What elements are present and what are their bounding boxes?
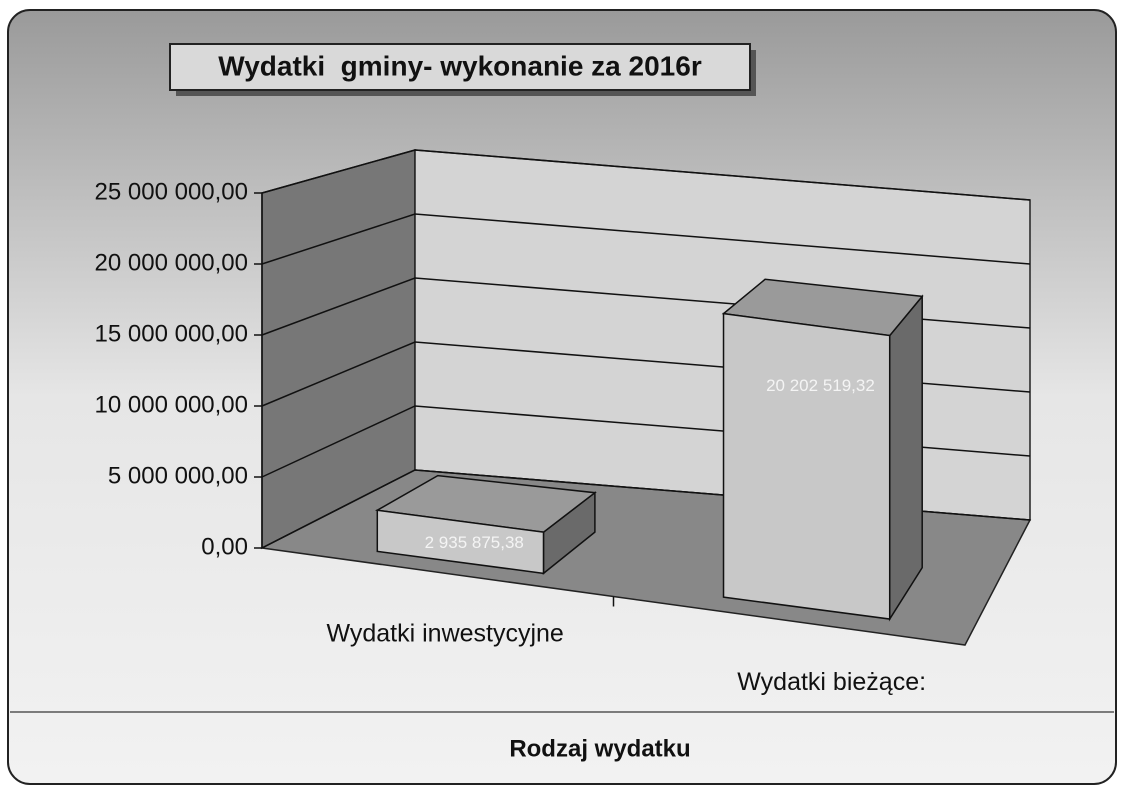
grid-line xyxy=(261,149,1031,201)
y-tick-label: 0,00 xyxy=(201,533,248,560)
y-tick-label: 15 000 000,00 xyxy=(95,320,248,347)
x-axis-title: Rodzaj wydatku xyxy=(509,735,690,762)
y-tick-label: 10 000 000,00 xyxy=(95,391,248,418)
value-label: 2 935 875,38 xyxy=(425,533,524,552)
bar xyxy=(376,509,545,575)
y-tick-label: 5 000 000,00 xyxy=(108,462,248,489)
y-tick-label: 20 000 000,00 xyxy=(95,249,248,276)
x-tick-label: Wydatki bieżące: xyxy=(737,668,926,696)
title-box xyxy=(169,43,751,91)
grid-line xyxy=(261,213,1031,265)
y-tick-label: 25 000 000,00 xyxy=(95,178,248,205)
bar xyxy=(722,312,891,620)
back-wall xyxy=(414,149,1031,521)
x-tick-label: Wydatki inwestycyjne xyxy=(326,619,563,647)
chart-title: Wydatki gminy- wykonanie za 2016r xyxy=(218,50,702,81)
plot: 0,00 5 000 000,00 10 000 000,00 15 000 000,… xyxy=(95,149,1032,696)
value-label: 20 202 519,32 xyxy=(766,376,875,395)
bar-side xyxy=(888,294,923,622)
